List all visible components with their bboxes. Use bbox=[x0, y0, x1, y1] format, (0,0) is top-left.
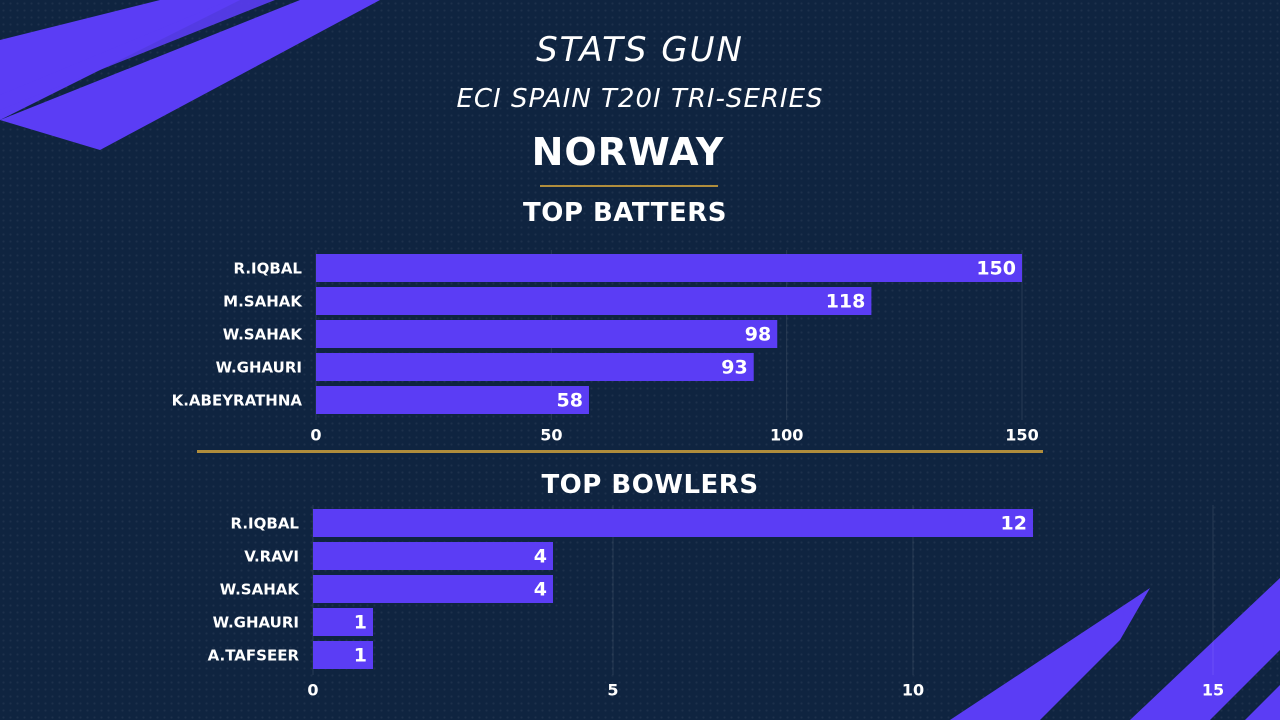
batters-category-label: W.SAHAK bbox=[223, 326, 304, 344]
bowlers-category-label: W.SAHAK bbox=[220, 581, 301, 599]
bowlers-category-label: W.GHAURI bbox=[213, 614, 299, 632]
bowlers-bar bbox=[313, 575, 553, 603]
batters-tick-label: 100 bbox=[770, 426, 803, 445]
brand-title: STATS GUN bbox=[536, 30, 744, 70]
bowlers-value-label: 12 bbox=[1001, 513, 1027, 535]
batters-value-label: 150 bbox=[976, 258, 1016, 280]
slash-bottom-right-2 bbox=[1130, 578, 1280, 720]
batters-bar bbox=[316, 287, 872, 315]
slash-top-left-3 bbox=[0, 0, 275, 110]
section-divider bbox=[197, 450, 1043, 453]
batters-bar bbox=[316, 386, 589, 414]
bowlers-chart-title: TOP BOWLERS bbox=[541, 470, 759, 500]
bowlers-bar bbox=[313, 608, 373, 636]
series-subtitle: ECI SPAIN T20I TRI-SERIES bbox=[456, 84, 824, 114]
batters-chart-title: TOP BATTERS bbox=[523, 198, 727, 228]
slash-bottom-right-3 bbox=[1245, 685, 1280, 720]
batters-tick-label: 150 bbox=[1005, 426, 1038, 445]
batters-tick-label: 0 bbox=[310, 426, 321, 445]
batters-value-label: 58 bbox=[557, 390, 583, 412]
bowlers-bar bbox=[313, 542, 553, 570]
batters-tick-label: 50 bbox=[540, 426, 562, 445]
bowlers-value-label: 1 bbox=[354, 645, 367, 667]
bowlers-bar bbox=[313, 641, 373, 669]
batters-bar bbox=[316, 254, 1022, 282]
batters-category-label: K.ABEYRATHNA bbox=[172, 392, 303, 410]
bowlers-category-label: R.IQBAL bbox=[231, 515, 300, 533]
bowlers-tick-label: 0 bbox=[307, 681, 318, 700]
batters-value-label: 98 bbox=[745, 324, 771, 346]
batters-bar bbox=[316, 320, 778, 348]
bowlers-value-label: 4 bbox=[534, 579, 547, 601]
bowlers-tick-label: 15 bbox=[1202, 681, 1224, 700]
bowlers-category-label: A.TAFSEER bbox=[208, 647, 300, 665]
batters-category-label: W.GHAURI bbox=[216, 359, 302, 377]
batters-value-label: 93 bbox=[721, 357, 747, 379]
slash-top-left-2 bbox=[0, 0, 380, 150]
bowlers-tick-label: 10 bbox=[902, 681, 924, 700]
bowlers-bar bbox=[313, 509, 1033, 537]
bowlers-tick-label: 5 bbox=[607, 681, 618, 700]
batters-value-label: 118 bbox=[826, 291, 866, 313]
team-name: NORWAY bbox=[531, 130, 725, 174]
batters-category-label: M.SAHAK bbox=[223, 293, 303, 311]
bowlers-value-label: 1 bbox=[354, 612, 367, 634]
slash-bottom-right-1 bbox=[950, 588, 1150, 720]
batters-category-label: R.IQBAL bbox=[234, 260, 303, 278]
batters-bar bbox=[316, 353, 754, 381]
title-divider bbox=[540, 185, 718, 187]
bowlers-value-label: 4 bbox=[534, 546, 547, 568]
bowlers-category-label: V.RAVI bbox=[244, 548, 299, 566]
